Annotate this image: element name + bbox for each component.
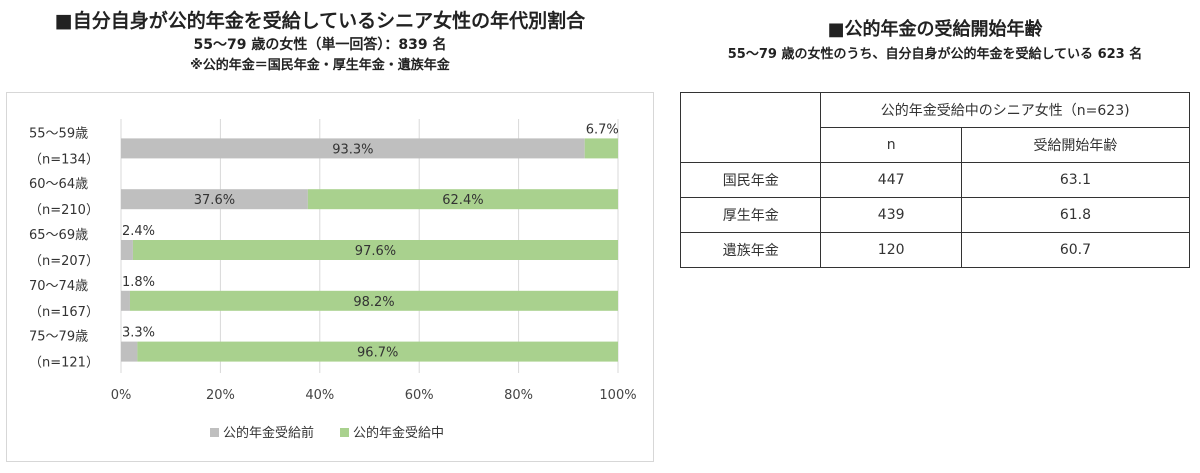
chart-note: ※公的年金＝国民年金・厚生年金・遺族年金 xyxy=(190,58,450,73)
data-label: 2.4% xyxy=(122,224,155,239)
row-start-age: 60.7 xyxy=(960,232,1191,268)
bar-segment xyxy=(307,189,618,210)
x-tick-label: 20% xyxy=(206,388,235,403)
data-label: 97.6% xyxy=(355,244,396,259)
chart-title: ■自分自身が公的年金を受給しているシニア女性の年代別割合 xyxy=(54,10,586,32)
legend-label: 公的年金受給前 xyxy=(223,425,314,441)
legend-label: 公的年金受給中 xyxy=(353,425,444,441)
left-title-block: ■自分自身が公的年金を受給しているシニア女性の年代別割合 55～79 歳の女性（… xyxy=(0,8,640,76)
category-n-label: （n=121） xyxy=(29,356,99,371)
table-subtitle: 55～79 歳の女性のうち、自分自身が公的年金を受給している 623 名 xyxy=(727,47,1143,62)
start-age-table: 公的年金受給中のシニア女性（n=623) n 受給開始年齢 国民年金 447 6… xyxy=(679,92,1191,268)
x-tick-label: 40% xyxy=(305,388,334,403)
bar-segment xyxy=(121,240,133,260)
chart-area: 0% 20% 40% 60% 80% 100% 55～59歳 （n=134） 93.3% 6.7%… xyxy=(6,92,654,462)
bar-segment xyxy=(137,341,618,362)
table-title: ■公的年金の受給開始年齢 xyxy=(827,19,1043,40)
row-n: 447 xyxy=(820,162,962,198)
category-label: 70～74歳 xyxy=(29,279,88,294)
category-n-label: （n=207） xyxy=(29,254,99,269)
table-row: 国民年金 447 63.1 xyxy=(679,162,1191,198)
row-start-age: 61.8 xyxy=(960,197,1191,233)
x-tick-label: 0% xyxy=(111,388,132,403)
row-n: 120 xyxy=(820,232,962,268)
category-n-label: （n=210） xyxy=(29,203,99,218)
table-group-header: 公的年金受給中のシニア女性（n=623) xyxy=(820,92,1190,128)
bar-segment xyxy=(121,341,138,362)
data-label: 93.3% xyxy=(332,142,373,157)
x-tick-label: 60% xyxy=(405,388,434,403)
table-row: 遺族年金 120 60.7 xyxy=(679,232,1191,268)
data-label: 98.2% xyxy=(353,295,394,310)
data-label: 37.6% xyxy=(194,193,235,208)
data-label: 62.4% xyxy=(442,193,483,208)
chart-subtitle: 55～79 歳の女性（単一回答）：839 名 xyxy=(193,37,447,53)
col-header-start-age: 受給開始年齢 xyxy=(960,127,1191,163)
bar-segment xyxy=(132,240,618,260)
data-label: 3.3% xyxy=(122,326,155,341)
table-subheader-row: n 受給開始年齢 xyxy=(681,127,1191,163)
bar-segment xyxy=(121,138,585,159)
category-label: 65～69歳 xyxy=(29,228,88,243)
category-label: 55～59歳 xyxy=(29,126,88,141)
category-label: 75～79歳 xyxy=(29,330,88,345)
bar-segment xyxy=(129,290,619,311)
category-n-label: （n=134） xyxy=(29,152,99,167)
data-label: 1.8% xyxy=(122,275,155,290)
legend-swatch xyxy=(340,428,349,437)
row-label: 遺族年金 xyxy=(679,232,822,268)
bar-segment xyxy=(584,138,618,159)
bar-segment xyxy=(121,290,130,311)
legend-swatch xyxy=(210,428,219,437)
data-label: 96.7% xyxy=(357,346,398,361)
data-label: 6.7% xyxy=(586,122,619,137)
row-label: 国民年金 xyxy=(679,162,822,198)
x-tick-label: 80% xyxy=(504,388,533,403)
table-corner-cell xyxy=(679,92,822,163)
row-n: 439 xyxy=(820,197,962,233)
row-label: 厚生年金 xyxy=(679,197,822,233)
table-header-row: 公的年金受給中のシニア女性（n=623) xyxy=(679,92,1190,163)
right-title-block: ■公的年金の受給開始年齢 55～79 歳の女性のうち、自分自身が公的年金を受給し… xyxy=(680,16,1190,66)
row-start-age: 63.1 xyxy=(960,162,1191,198)
bar-segment xyxy=(121,189,308,210)
col-header-n: n xyxy=(820,127,962,163)
category-n-label: （n=167） xyxy=(29,305,99,320)
stacked-bar-chart: 0% 20% 40% 60% 80% 100% 55～59歳 （n=134） 93.3% 6.7%… xyxy=(29,119,637,441)
category-label: 60～64歳 xyxy=(29,177,88,192)
table-row: 厚生年金 439 61.8 xyxy=(679,197,1191,233)
x-tick-label: 100% xyxy=(599,388,636,403)
